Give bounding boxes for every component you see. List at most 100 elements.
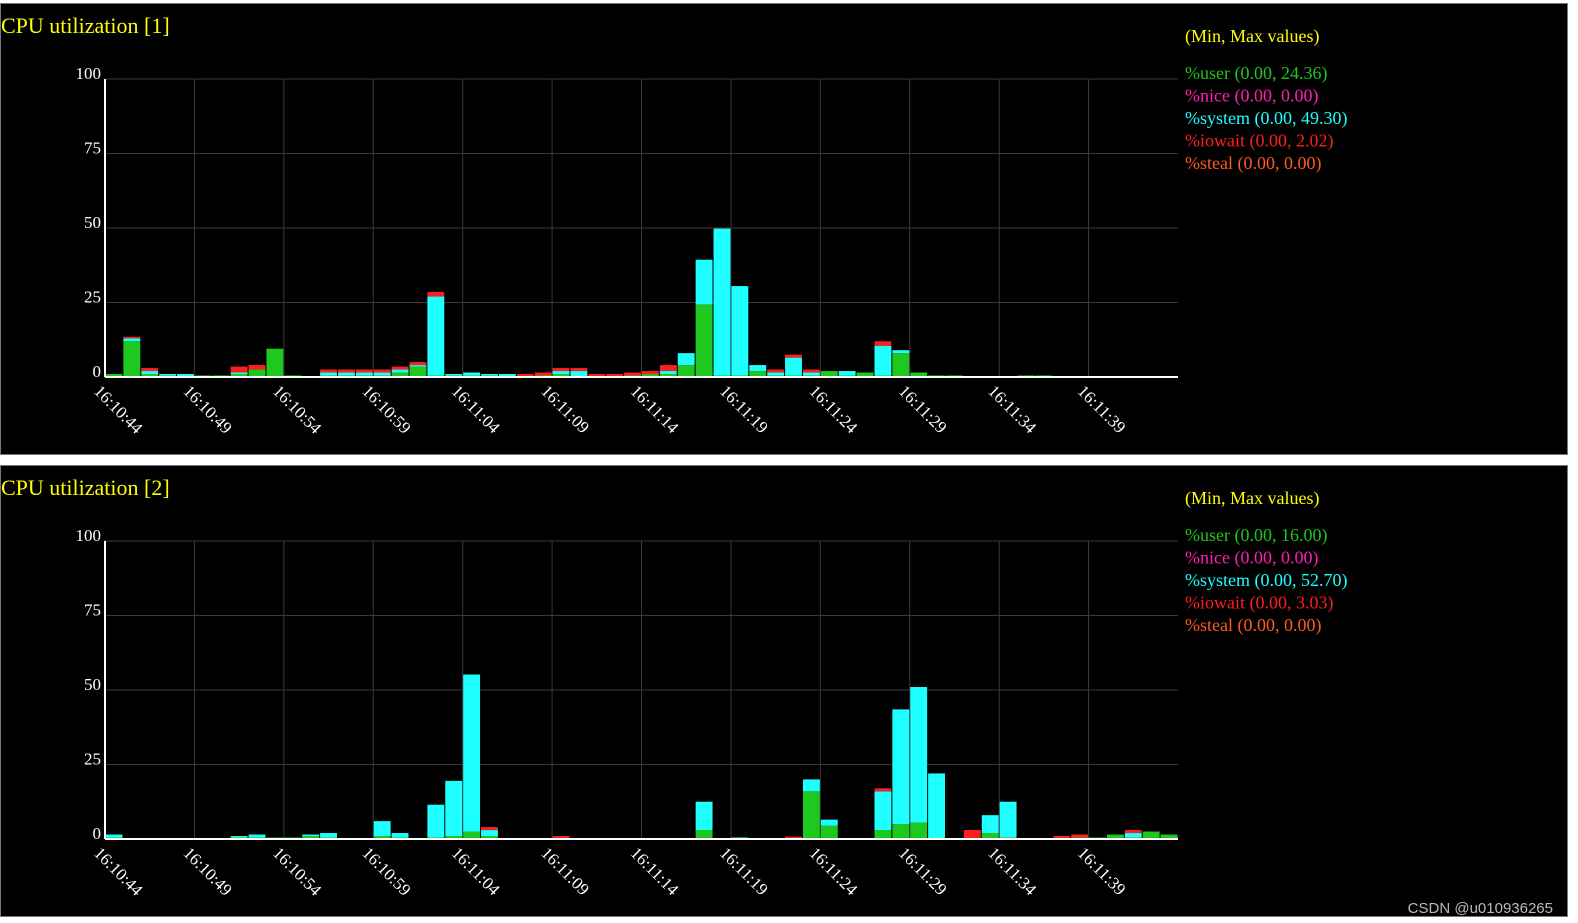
bar-system — [427, 296, 445, 376]
bar-user — [1106, 834, 1124, 839]
bar-iowait — [123, 336, 141, 339]
bar-system — [892, 350, 910, 354]
bar-system — [999, 801, 1017, 838]
bar-system — [874, 345, 892, 376]
x-tick-label: 16:11:24 — [806, 381, 862, 437]
bar-iowait — [552, 368, 570, 372]
bar-iowait — [248, 365, 266, 370]
bar-user — [749, 371, 767, 377]
bar-user — [820, 371, 838, 377]
x-tick-label: 16:11:04 — [448, 843, 504, 899]
x-tick-label: 16:11:34 — [984, 381, 1040, 437]
cpu-chart-panel-1: CPU utilization [1] 100 75 50 25 0 16:10:44 16:… — [0, 3, 1568, 455]
legend-entry-system: %system (0.00, 49.30) — [1185, 108, 1347, 129]
bar-system — [302, 834, 320, 837]
bar-iowait — [534, 372, 552, 376]
bar-system — [320, 372, 337, 376]
bar-user — [373, 836, 391, 839]
bar-iowait — [320, 369, 337, 373]
bar-iowait — [230, 366, 248, 373]
bar-system — [498, 374, 516, 377]
bar-system — [141, 371, 159, 375]
bar-system — [928, 773, 946, 839]
x-tick-label: 16:11:14 — [627, 381, 683, 437]
x-tick-label: 16:10:44 — [90, 843, 147, 900]
cpu-chart-panel-2: CPU utilization [2] 100 75 50 25 0 16:10:44 16:… — [0, 465, 1568, 917]
bar-system — [481, 374, 498, 376]
watermark: CSDN @u010936265 — [1407, 900, 1553, 917]
bar-user — [266, 348, 284, 377]
legend-entry-user: %user (0.00, 24.36) — [1185, 63, 1327, 84]
x-tick-label: 16:10:54 — [269, 843, 326, 900]
y-tick-label: 100 — [76, 526, 102, 545]
y-tick-label: 75 — [84, 139, 101, 158]
bar-user — [1160, 834, 1178, 839]
x-tick-label: 16:11:09 — [537, 843, 593, 899]
bar-user — [695, 830, 713, 839]
bar-iowait — [481, 827, 498, 831]
bar-user — [820, 825, 838, 839]
bar-iowait — [785, 836, 802, 839]
bar-user — [892, 353, 910, 377]
x-tick-label: 16:10:59 — [358, 843, 414, 899]
x-tick-label: 16:11:29 — [895, 381, 951, 437]
bar-system — [391, 369, 409, 373]
bar-system — [445, 780, 463, 837]
x-tick-label: 16:11:19 — [716, 843, 772, 899]
bar-user — [910, 822, 928, 839]
bar-system — [981, 815, 999, 834]
bar-user — [552, 374, 570, 377]
bar-system — [105, 834, 123, 838]
bar-iowait — [785, 354, 802, 358]
legend-entry-user: %user (0.00, 16.00) — [1185, 525, 1327, 546]
bar-system — [445, 374, 463, 376]
bar-system — [892, 709, 910, 825]
bar-system — [320, 833, 337, 838]
bar-iowait — [1053, 836, 1071, 839]
bar-system — [910, 687, 928, 823]
bar-user — [391, 372, 409, 377]
legend-title: (Min, Max values) — [1185, 488, 1319, 509]
x-tick-label: 16:10:54 — [269, 381, 326, 438]
bar-user — [463, 831, 481, 839]
bar-system — [695, 259, 713, 305]
bar-system — [123, 338, 141, 342]
bar-system — [481, 830, 498, 837]
legend-entry-iowait: %iowait (0.00, 3.03) — [1185, 593, 1333, 614]
y-tick-label: 75 — [84, 601, 101, 620]
bar-iowait — [642, 371, 659, 375]
bar-system — [177, 374, 194, 377]
x-tick-label: 16:10:49 — [180, 381, 236, 437]
bar-iowait — [570, 368, 588, 372]
bar-iowait — [624, 372, 641, 376]
bar-user — [659, 374, 677, 377]
bar-user — [856, 372, 874, 377]
x-tick-label: 16:11:34 — [984, 843, 1040, 899]
bar-user — [105, 374, 123, 377]
bar-system — [391, 833, 409, 838]
bar-user — [230, 374, 248, 377]
legend-entry-nice: %nice (0.00, 0.00) — [1185, 86, 1318, 107]
y-tick-label: 100 — [76, 64, 102, 83]
bar-system — [820, 819, 838, 826]
bar-system — [463, 674, 481, 832]
bar-iowait — [802, 369, 820, 373]
bar-system — [230, 372, 248, 375]
bar-iowait — [874, 341, 892, 346]
x-tick-label: 16:11:19 — [716, 381, 772, 437]
bar-user — [642, 374, 659, 377]
y-tick-label: 0 — [93, 362, 102, 381]
x-tick-label: 16:11:09 — [537, 381, 593, 437]
bar-system — [230, 836, 248, 838]
bar-user — [910, 372, 928, 377]
bar-system — [248, 834, 266, 838]
bar-system — [1124, 833, 1142, 838]
bar-iowait — [1071, 834, 1089, 838]
x-tick-label: 16:11:04 — [448, 381, 504, 437]
bar-user — [123, 341, 141, 377]
bar-user — [892, 824, 910, 839]
bar-system — [677, 353, 695, 366]
bar-iowait — [355, 369, 373, 373]
bar-system — [552, 371, 570, 375]
bar-iowait — [516, 374, 534, 377]
